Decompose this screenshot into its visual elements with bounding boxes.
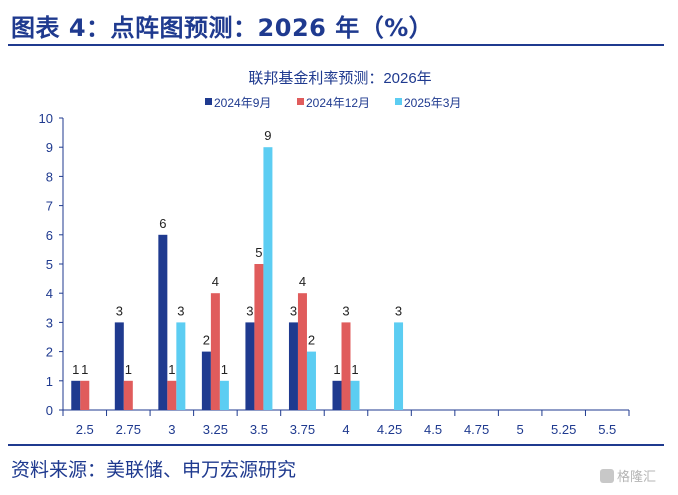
bar-series-2 — [123, 380, 133, 410]
data-label: 1 — [221, 362, 228, 377]
chart: 联邦基金利率预测：2026年 2024年9月 2024年12月 2025年3月 0 1… — [39, 70, 630, 437]
data-label: 1 — [333, 362, 340, 377]
x-tick-label: 5 — [517, 422, 524, 437]
legend-swatch — [205, 98, 212, 105]
data-label: 4 — [299, 274, 306, 289]
bar-series-1 — [245, 322, 255, 410]
x-tick-label: 3 — [168, 422, 175, 437]
bar-series-1 — [201, 351, 211, 410]
y-tick-label: 3 — [46, 315, 53, 330]
x-tick-label: 4.5 — [424, 422, 442, 437]
chart-title: 联邦基金利率预测：2026年 — [248, 70, 431, 87]
top-divider — [8, 44, 664, 46]
legend-label: 2024年12月 — [306, 96, 370, 110]
watermark-text: 格隆汇 — [617, 470, 657, 485]
data-label: 3 — [342, 303, 349, 318]
watermark-logo-icon — [600, 469, 614, 483]
legend: 2024年9月 2024年12月 2025年3月 — [205, 96, 461, 110]
bar-series-1 — [71, 380, 81, 410]
legend-label: 2025年3月 — [404, 96, 461, 110]
bar-series-2 — [167, 380, 177, 410]
data-label: 9 — [264, 128, 271, 143]
bar-series-3 — [219, 380, 229, 410]
watermark: 格隆汇 — [600, 466, 656, 485]
source-note: 资料来源：美联储、申万宏源研究 — [11, 459, 297, 481]
x-tick-label: 3.75 — [290, 422, 315, 437]
y-tick-label: 8 — [46, 169, 53, 184]
data-label: 5 — [255, 245, 262, 260]
bar-series-3 — [263, 147, 273, 410]
bar-series-3 — [176, 322, 186, 410]
data-label: 1 — [72, 362, 79, 377]
legend-label: 2024年9月 — [214, 96, 271, 110]
bar-series-1 — [114, 322, 124, 410]
x-tick-label: 2.75 — [116, 422, 141, 437]
y-tick-label: 9 — [46, 140, 53, 155]
y-axis: 0 1 2 3 4 5 6 7 8 9 10 — [39, 111, 64, 418]
data-label: 1 — [351, 362, 358, 377]
x-tick-label: 3.5 — [250, 422, 268, 437]
bar-series-2 — [341, 322, 351, 410]
bar-series-3 — [306, 351, 316, 410]
data-label: 1 — [125, 362, 132, 377]
x-tick-label: 4.25 — [377, 422, 402, 437]
y-tick-label: 5 — [46, 257, 53, 272]
legend-swatch — [395, 98, 402, 105]
x-tick-label: 4 — [342, 422, 349, 437]
x-axis: 2.5 2.75 3 3.25 3.5 3.75 4 4.25 4.5 4.75 5 5.25 5.5 — [62, 409, 630, 437]
x-tick-label: 5.5 — [598, 422, 616, 437]
data-label: 3 — [290, 303, 297, 318]
data-label: 3 — [395, 303, 402, 318]
data-label: 6 — [159, 216, 166, 231]
x-tick-label: 4.75 — [464, 422, 489, 437]
data-label: 3 — [116, 303, 123, 318]
figure-title: 图表 4：点阵图预测：2026 年（%） — [11, 14, 434, 42]
y-tick-label: 7 — [46, 199, 53, 214]
bar-series-2 — [297, 293, 307, 410]
y-tick-label: 1 — [46, 374, 53, 389]
bar-series-1 — [158, 234, 168, 410]
bar-series-2 — [80, 380, 90, 410]
data-label: 2 — [308, 333, 315, 348]
y-tick-label: 0 — [46, 403, 53, 418]
data-label: 1 — [168, 362, 175, 377]
y-tick-label: 4 — [46, 286, 53, 301]
data-label: 2 — [203, 333, 210, 348]
bar-series-2 — [210, 293, 220, 410]
data-label: 4 — [212, 274, 219, 289]
y-tick-label: 10 — [39, 111, 53, 126]
bar-series-2 — [254, 264, 264, 410]
bottom-divider — [8, 444, 664, 446]
bar-series-1 — [332, 380, 342, 410]
data-label: 3 — [177, 303, 184, 318]
x-tick-label: 5.25 — [551, 422, 576, 437]
data-label: 3 — [246, 303, 253, 318]
x-tick-label: 2.5 — [76, 422, 94, 437]
bar-series-1 — [288, 322, 298, 410]
x-tick-label: 3.25 — [203, 422, 228, 437]
bar-series-3 — [350, 380, 360, 410]
y-tick-label: 2 — [46, 345, 53, 360]
data-label: 1 — [81, 362, 88, 377]
y-tick-label: 6 — [46, 228, 53, 243]
legend-swatch — [297, 98, 304, 105]
bar-series-3 — [394, 322, 404, 410]
